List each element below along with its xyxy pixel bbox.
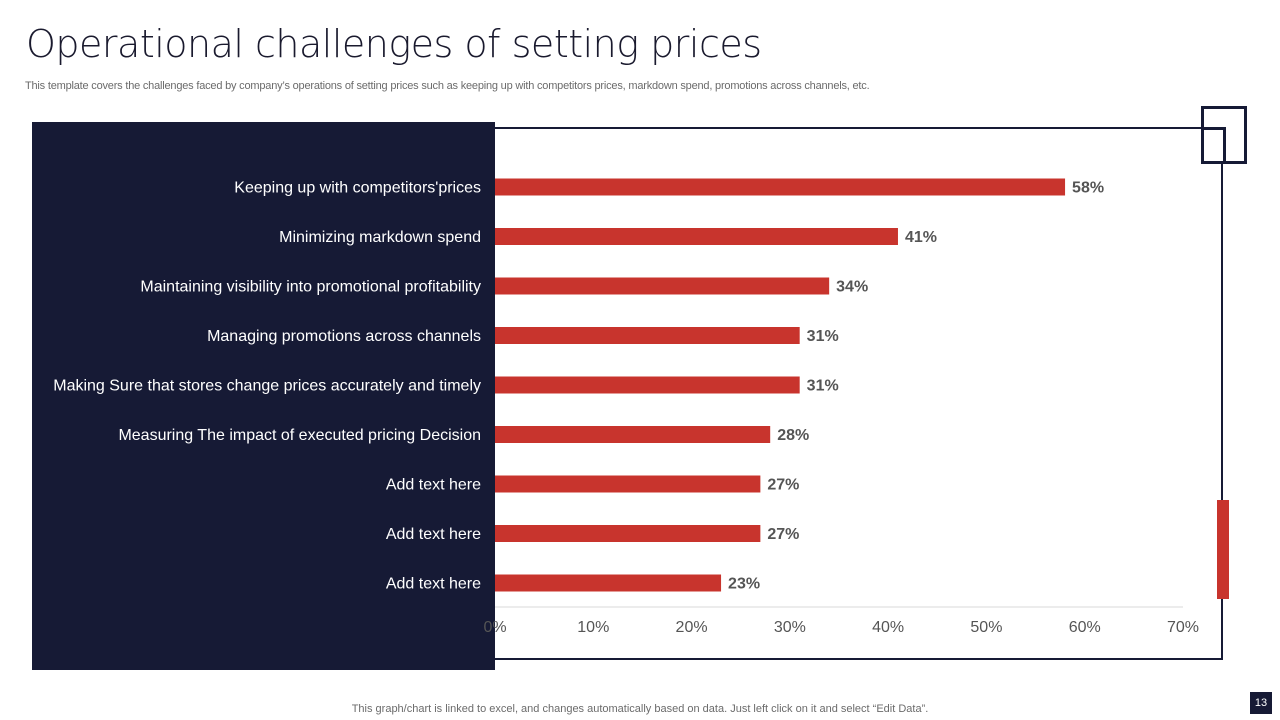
value-label: 28%	[777, 427, 809, 444]
x-tick-label: 20%	[676, 619, 708, 636]
bar[interactable]	[495, 327, 800, 344]
x-tick-label: 70%	[1167, 619, 1199, 636]
corner-decoration-inner	[1201, 127, 1226, 164]
page-subtitle: This template covers the challenges face…	[25, 80, 870, 92]
value-label: 34%	[836, 279, 868, 296]
value-label: 27%	[767, 477, 799, 494]
category-label: Managing promotions across channels	[207, 328, 481, 345]
bar[interactable]	[495, 376, 800, 394]
page-number: 13	[1250, 692, 1272, 714]
bar[interactable]	[495, 574, 722, 592]
category-label: Making Sure that stores change prices ac…	[53, 378, 481, 395]
bars-group: Keeping up with competitors'prices 58% Min…	[53, 178, 1104, 593]
chart-frame	[494, 127, 1223, 660]
category-label: Keeping up with competitors'prices	[234, 180, 481, 197]
value-label: 31%	[807, 378, 839, 395]
bar[interactable]	[495, 525, 761, 542]
category-label: Add text here	[386, 477, 481, 494]
value-label: 58%	[1072, 180, 1104, 197]
x-tick-label: 10%	[577, 619, 609, 636]
x-tick-label: 50%	[970, 619, 1002, 636]
red-accent-bar	[1217, 500, 1229, 599]
category-label: Maintaining visibility into promotional …	[140, 279, 481, 296]
bar[interactable]	[495, 228, 898, 245]
label-panel	[32, 122, 495, 670]
value-label: 41%	[905, 229, 937, 246]
x-tick-label: 40%	[872, 619, 904, 636]
page-title: Operational challenges of setting prices	[26, 22, 762, 66]
value-label: 27%	[767, 526, 799, 543]
value-label: 31%	[807, 328, 839, 345]
value-label: 23%	[728, 576, 760, 593]
bar[interactable]	[495, 475, 761, 493]
category-label: Add text here	[386, 576, 481, 593]
category-label: Add text here	[386, 526, 481, 543]
x-tick-label: 60%	[1069, 619, 1101, 636]
footer-note: This graph/chart is linked to excel, and…	[351, 703, 929, 715]
bar[interactable]	[495, 178, 1066, 196]
bar[interactable]	[495, 277, 830, 295]
category-label: Minimizing markdown spend	[279, 229, 481, 246]
x-tick-label: 0%	[483, 619, 506, 636]
x-tick-label: 30%	[774, 619, 806, 636]
bar[interactable]	[495, 426, 771, 443]
x-axis-ticks: 0% 10% 20% 30% 40% 50% 60% 70%	[483, 619, 1199, 636]
category-label: Measuring The impact of executed pricing…	[118, 427, 481, 444]
